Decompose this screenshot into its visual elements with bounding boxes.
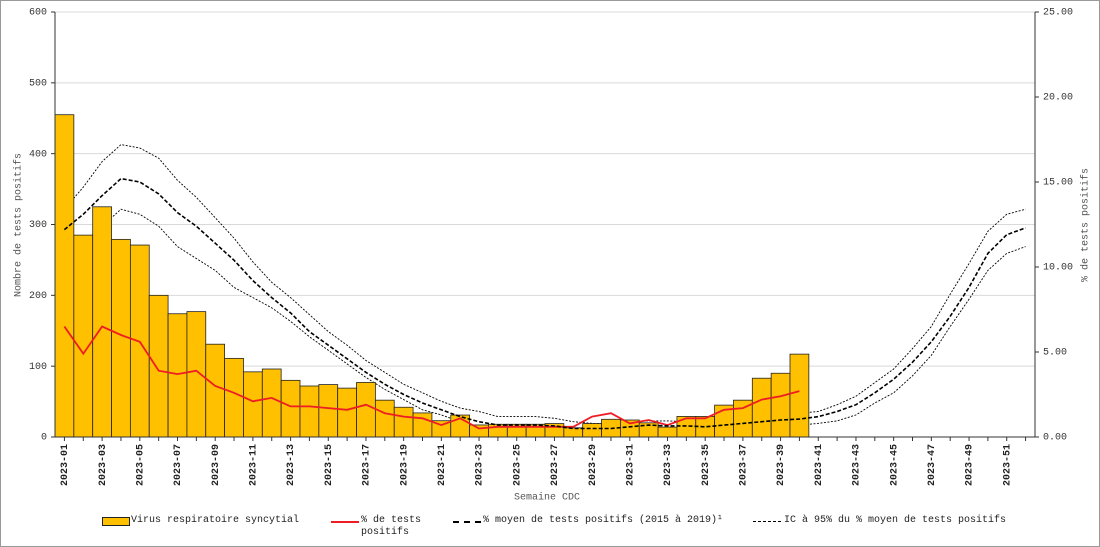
- y-axis-label: Nombre de tests positifs: [13, 153, 25, 297]
- bar: [224, 357, 244, 438]
- legend-swatch: [453, 521, 481, 523]
- x-tick-label: 2023-11: [249, 444, 260, 486]
- bar: [582, 423, 602, 438]
- bar: [393, 406, 414, 438]
- x-tick-label: 2023-25: [512, 444, 523, 486]
- bar: [695, 416, 716, 438]
- x-tick-label: 2023-21: [437, 444, 448, 486]
- y-tick-label: 600: [29, 8, 47, 19]
- y-tick-label: 200: [29, 291, 47, 302]
- x-tick-label: 2023-33: [663, 444, 674, 486]
- y2-axis-label: % de tests positifs: [1080, 168, 1092, 282]
- y-tick-label: 400: [29, 149, 47, 160]
- bar: [676, 416, 697, 438]
- legend-swatch: [331, 521, 359, 523]
- bar: [563, 427, 584, 438]
- x-tick-label: 2023-45: [889, 444, 900, 486]
- legend-swatch: [753, 521, 781, 522]
- bar: [337, 387, 357, 438]
- bar: [167, 313, 188, 438]
- x-tick-label: 2023-23: [475, 444, 486, 486]
- y2-tick-label: 5.00: [1043, 348, 1067, 359]
- bar: [148, 294, 169, 438]
- x-tick-label: 2023-35: [701, 444, 712, 486]
- bar: [789, 353, 810, 438]
- x-tick-label: 2023-09: [211, 444, 222, 486]
- y-tick-label: 500: [29, 78, 47, 89]
- x-tick-label: 2023-15: [324, 444, 335, 486]
- bar: [92, 206, 112, 438]
- y2-tick-label: 25.00: [1043, 8, 1073, 19]
- bar: [374, 399, 395, 438]
- y-tick-label: 300: [29, 220, 47, 231]
- x-tick-label: 2023-49: [965, 444, 976, 486]
- x-tick-label: 2023-41: [814, 444, 825, 486]
- bar: [770, 372, 791, 438]
- y2-tick-label: 10.00: [1043, 263, 1073, 274]
- bar: [469, 424, 489, 438]
- bar: [186, 311, 207, 438]
- bar: [73, 234, 94, 438]
- bar: [412, 412, 433, 438]
- bar: [205, 343, 226, 438]
- bar: [261, 368, 282, 438]
- bar: [657, 426, 678, 438]
- y2-tick-label: 20.00: [1043, 93, 1073, 104]
- bar: [356, 382, 376, 438]
- legend-label: % de tests positifs: [361, 515, 422, 538]
- average-line: [63, 177, 1026, 430]
- bar: [243, 371, 263, 438]
- bar: [299, 385, 320, 438]
- x-tick-label: 2023-19: [399, 444, 410, 486]
- x-tick-label: 2023-03: [98, 444, 109, 486]
- chart: Semaine CDC Nombre de tests positifs % d…: [13, 8, 1092, 501]
- x-tick-label: 2023-29: [588, 444, 599, 486]
- legend-label: Virus respiratoire syncytial: [131, 515, 300, 526]
- x-tick-label: 2023-05: [135, 444, 146, 486]
- y-tick-label: 0: [41, 433, 47, 444]
- bar: [318, 384, 339, 438]
- x-tick-label: 2023-17: [362, 444, 373, 486]
- x-tick-label: 2023-43: [852, 444, 863, 486]
- x-tick-label: 2023-39: [776, 444, 787, 486]
- y2-tick-label: 15.00: [1043, 178, 1073, 189]
- x-tick-label: 2023-37: [739, 444, 750, 486]
- x-tick-label: 2023-07: [173, 444, 184, 486]
- line: [63, 325, 800, 430]
- x-tick-label: 2023-31: [625, 444, 636, 486]
- legend-swatch: [102, 517, 130, 526]
- x-tick-label: 2023-51: [1002, 444, 1013, 486]
- bar: [54, 114, 75, 438]
- y2-tick-label: 0.00: [1043, 433, 1067, 444]
- x-axis-label: Semaine CDC: [514, 492, 580, 501]
- x-tick-label: 2023-27: [550, 444, 561, 486]
- ci-line: [64, 144, 1026, 424]
- legend-label: IC à 95% du % moyen de tests positifs: [784, 515, 1007, 526]
- x-tick-label: 2023-47: [927, 444, 938, 486]
- legend-label: % moyen de tests positifs (2015 à 2019)¹: [483, 515, 724, 526]
- x-tick-label: 2023-01: [60, 444, 71, 486]
- bar: [280, 379, 301, 438]
- bar: [751, 377, 772, 438]
- x-tick-label: 2023-13: [286, 444, 297, 486]
- y-tick-label: 100: [29, 362, 47, 373]
